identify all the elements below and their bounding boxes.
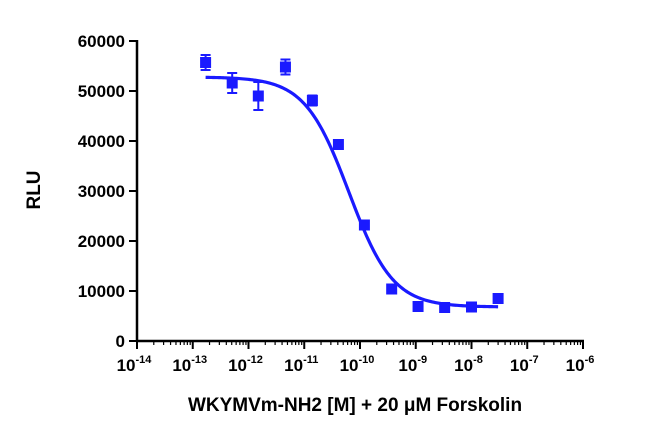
- x-tick-label: 10-6: [566, 354, 595, 375]
- x-axis-ticks: 10-14 10-13 10-12 10-11 10-10 10-9 10-8 10-7 10-…: [117, 341, 595, 375]
- x-axis-label: WKYMVm-NH2 [M] + 20 μM Forskolin: [188, 395, 522, 416]
- x-tick-label: 10-8: [454, 354, 483, 375]
- data-point: [466, 301, 477, 313]
- y-tick-label: 30000: [78, 182, 125, 201]
- y-tick-label: 20000: [78, 232, 125, 251]
- data-point-marker: [306, 95, 318, 106]
- data-point: [279, 58, 291, 76]
- y-axis-ticks: 0 10000 20000 30000 40000 50000 60000: [78, 32, 137, 351]
- data-point-marker: [492, 293, 504, 304]
- data-point: [252, 81, 264, 111]
- data-point: [492, 293, 504, 304]
- data-point-marker: [386, 283, 398, 295]
- x-tick-label: 10-13: [172, 354, 207, 375]
- data-point-marker: [252, 90, 264, 102]
- data-point: [358, 219, 370, 231]
- data-point-marker: [279, 61, 291, 73]
- axes: [135, 40, 584, 343]
- data-point: [412, 301, 424, 312]
- data-point-marker: [412, 301, 424, 312]
- data-point: [439, 302, 451, 313]
- y-tick-label: 60000: [78, 32, 125, 51]
- x-tick-label: 10-14: [117, 354, 153, 375]
- x-tick-label: 10-10: [340, 354, 375, 375]
- data-point-marker: [226, 77, 238, 89]
- data-point: [200, 54, 212, 71]
- y-tick-label: 0: [116, 332, 125, 351]
- y-tick-label: 40000: [78, 132, 125, 151]
- data-point-marker: [466, 301, 477, 313]
- x-tick-label: 10-7: [510, 354, 539, 375]
- y-tick-label: 50000: [78, 82, 125, 101]
- data-point: [386, 283, 398, 295]
- x-tick-label: 10-9: [398, 354, 427, 375]
- data-point: [226, 72, 238, 94]
- y-axis-label: RLU: [24, 170, 45, 209]
- data-point: [306, 94, 318, 107]
- data-point-marker: [332, 139, 344, 150]
- y-tick-label: 10000: [78, 282, 125, 301]
- data-point: [332, 139, 344, 150]
- data-points: [200, 54, 504, 313]
- data-point-marker: [439, 302, 451, 313]
- data-point-marker: [200, 57, 212, 68]
- x-tick-label: 10-12: [228, 354, 263, 375]
- data-point-marker: [358, 219, 370, 231]
- x-tick-label: 10-11: [284, 354, 318, 375]
- fit-curve: [205, 75, 499, 309]
